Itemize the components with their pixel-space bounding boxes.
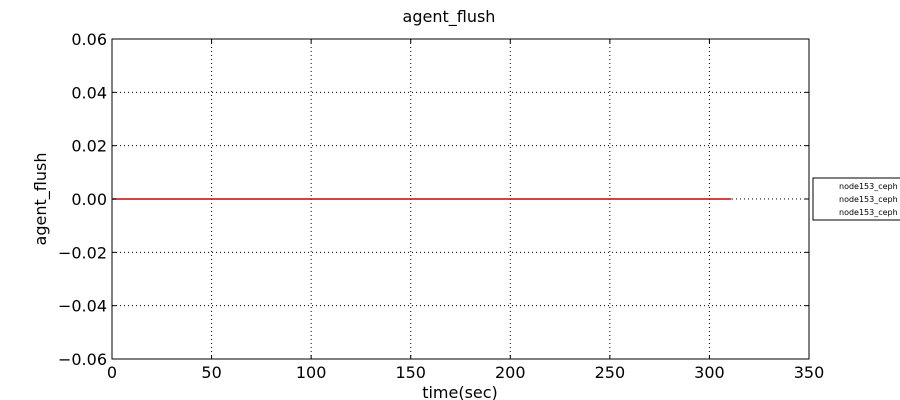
y-tick-label: 0.06 [71, 30, 107, 49]
y-tick-labels: 0.06 0.04 0.02 0.00 −0.02 −0.04 −0.06 [58, 30, 107, 369]
chart-title: agent_flush [403, 7, 496, 27]
axis-ticks [111, 38, 810, 360]
y-tick-label: 0.00 [71, 190, 107, 209]
x-tick-labels: 0 50 100 150 200 250 300 350 [107, 363, 824, 382]
y-tick-label: −0.06 [58, 350, 107, 369]
y-tick-label: −0.04 [58, 297, 107, 316]
y-tick-label: 0.04 [71, 83, 107, 102]
x-tick-label: 250 [595, 363, 626, 382]
x-tick-label: 200 [495, 363, 526, 382]
y-tick-label: −0.02 [58, 243, 107, 262]
legend-box [812, 177, 900, 221]
x-tick-label: 350 [794, 363, 825, 382]
x-tick-label: 100 [296, 363, 327, 382]
legend-label-3: node153_ceph [839, 208, 898, 217]
legend-label-2: node153_ceph [839, 195, 898, 204]
x-tick-label: 0 [107, 363, 117, 382]
x-axis-label: time(sec) [422, 383, 498, 400]
x-tick-label: 50 [201, 363, 221, 382]
x-tick-label: 300 [694, 363, 725, 382]
legend-label-1: node153_ceph [839, 182, 898, 191]
y-axis-label: agent_flush [31, 153, 51, 246]
x-tick-label: 150 [395, 363, 426, 382]
legend-items: node153_ceph node153_ceph node153_ceph [839, 182, 898, 217]
y-tick-label: 0.02 [71, 137, 107, 156]
legend: node153_ceph node153_ceph node153_ceph [812, 177, 900, 221]
